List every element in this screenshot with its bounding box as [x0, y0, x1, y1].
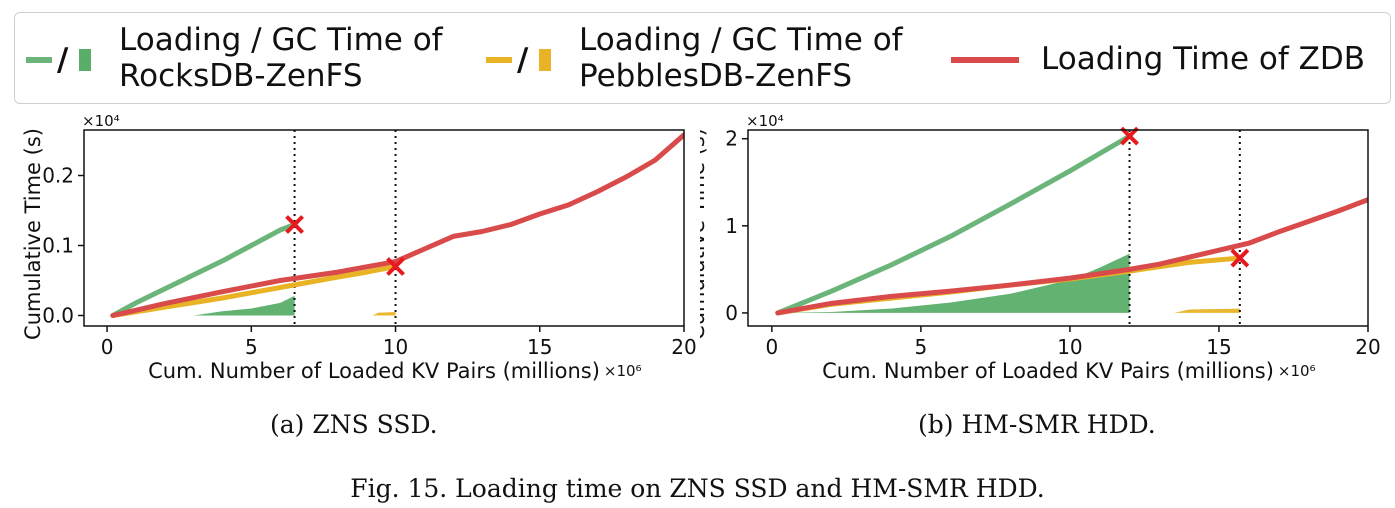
marker-x-1 [386, 257, 405, 276]
marker-x-1 [1230, 248, 1250, 268]
x-tick-label-1: 5 [245, 335, 258, 359]
x-axis-label: Cum. Number of Loaded KV Pairs (millions… [148, 359, 600, 383]
legend-pebblesdb-fill-swatch [539, 49, 551, 71]
x-tick-label-3: 15 [527, 335, 552, 359]
y-multiplier: ×10⁴ [82, 112, 120, 130]
legend-rocksdb-fill-swatch [79, 49, 91, 71]
x-multiplier: ×10⁶ [604, 362, 642, 380]
marker-x-0 [285, 215, 304, 234]
series-pebblesdb-loading-line [110, 264, 399, 318]
x-tick-label-0: 0 [765, 335, 778, 359]
series-pebblesdb-gc-area [777, 308, 1240, 313]
caption-b: (b) HM-SMR HDD. [918, 410, 1156, 439]
plot-frame [747, 129, 1369, 327]
legend-zdb-line-swatch [951, 57, 1019, 63]
series-rocksdb-gc-area [777, 253, 1130, 313]
y-tick-label-2: 0.2 [42, 164, 74, 188]
y-tick-label-2: 2 [725, 127, 738, 151]
series-zdb-loading-line [775, 197, 1368, 316]
legend-zdb-label: Loading Time of ZDB [1041, 41, 1365, 77]
x-tick-label-3: 15 [1206, 335, 1231, 359]
x-tick-label-4: 20 [671, 335, 696, 359]
legend: / Loading / GC Time of RocksDB-ZenFS / L… [14, 12, 1391, 104]
y-tick-label-1: 1 [725, 214, 738, 238]
x-tick-label-1: 5 [915, 335, 928, 359]
marker-x-0 [1120, 126, 1139, 146]
series-zdb-loading-line [110, 132, 684, 318]
legend-rocksdb-slash: / [57, 42, 69, 78]
legend-pebblesdb-label-line2: PebblesDB-ZenFS [579, 58, 853, 94]
x-multiplier: ×10⁶ [1278, 362, 1316, 380]
x-tick-label-2: 10 [1057, 335, 1082, 359]
x-tick-label-4: 20 [1355, 335, 1380, 359]
x-axis-label: Cum. Number of Loaded KV Pairs (millions… [822, 359, 1274, 383]
series-rocksdb-gc-area [112, 295, 295, 316]
y-multiplier: ×10⁴ [746, 112, 784, 130]
legend-pebblesdb-label-line1: Loading / GC Time of [579, 22, 903, 58]
legend-rocksdb-label-line1: Loading / GC Time of [119, 22, 443, 58]
x-tick-label-2: 10 [383, 335, 408, 359]
series-rocksdb-loading-line [775, 133, 1133, 316]
series-rocksdb-loading-line [110, 222, 298, 318]
legend-pebblesdb-line-swatch [486, 57, 512, 63]
chart-hm-smr-hdd: 0 5 10 15 20 0 1 2 ×10⁴ Cum. Number of Loaded KV … [700, 112, 1381, 383]
legend-pebblesdb-slash: / [517, 42, 529, 78]
y-axis-label: Cumulative Time (s) [700, 128, 709, 340]
plot-frame [83, 129, 685, 327]
legend-rocksdb-line-swatch [26, 57, 52, 63]
plot-area [110, 130, 684, 326]
x-tick-label-0: 0 [101, 335, 114, 359]
chart-zns-ssd: 0 5 10 15 20 0.0 0.1 0.2 ×10⁴ Cum. Number of Load… [21, 112, 697, 383]
legend-rocksdb-label-line2: RocksDB-ZenFS [119, 58, 363, 94]
figure-caption: Fig. 15. Loading time on ZNS SSD and HM-… [350, 474, 1045, 503]
y-tick-label-1: 0.1 [42, 234, 74, 258]
y-tick-label-0: 0 [725, 301, 738, 325]
y-tick-label-0: 0.0 [42, 304, 74, 328]
caption-a: (a) ZNS SSD. [270, 410, 438, 439]
plot-area [775, 130, 1368, 326]
y-axis-label: Cumulative Time (s) [21, 128, 45, 340]
